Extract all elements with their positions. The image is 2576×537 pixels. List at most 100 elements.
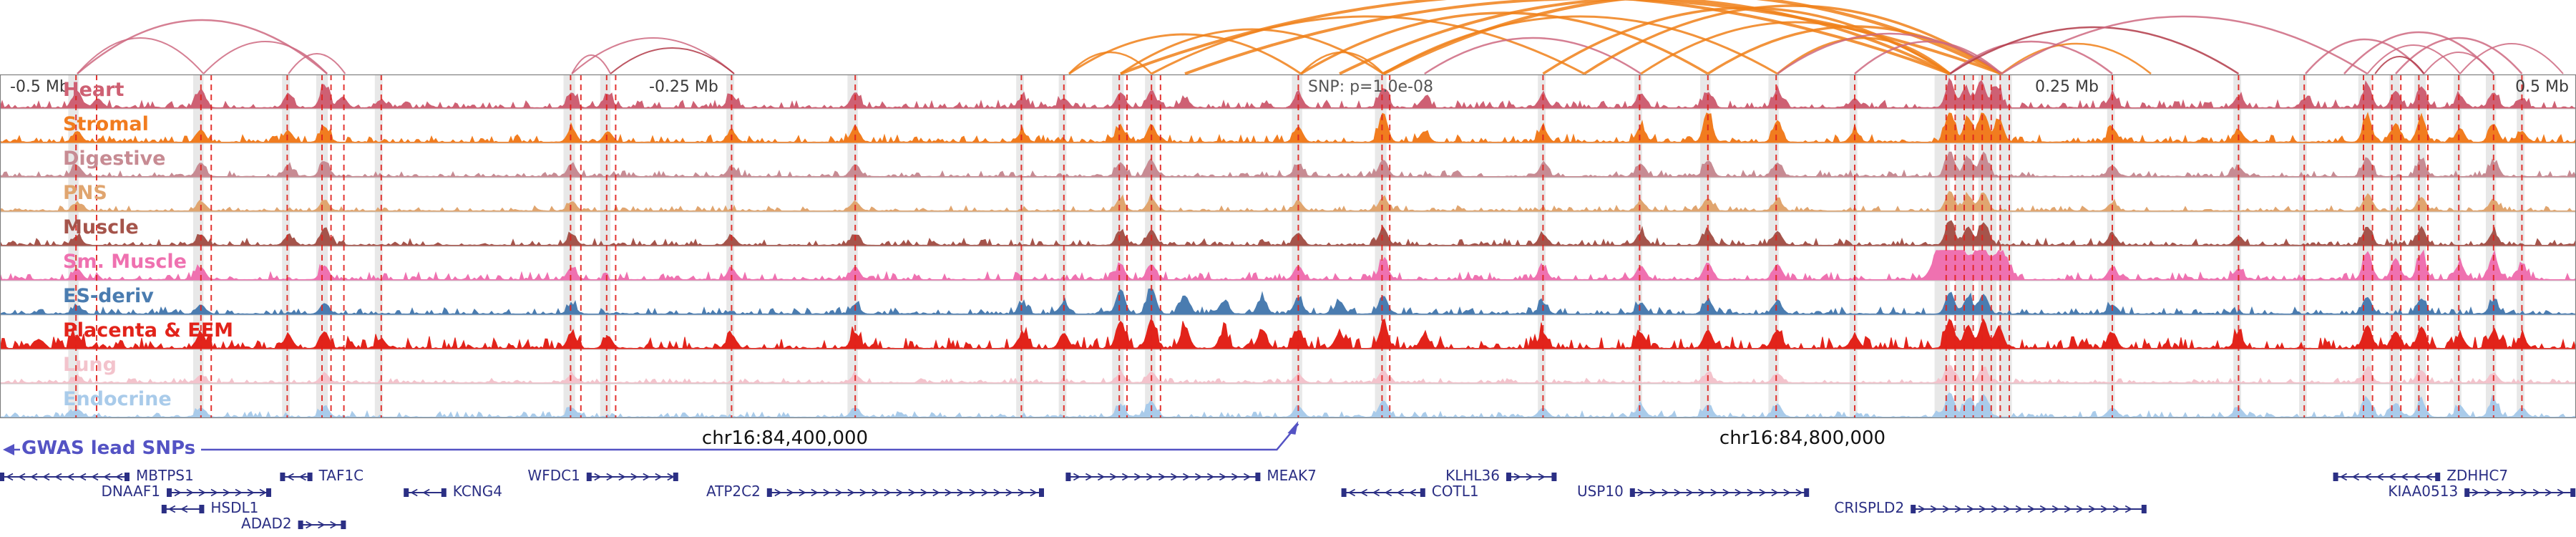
interaction-arc [1068, 33, 1302, 75]
gene [1629, 488, 1810, 497]
coord-label-plus-0-5mb: 0.5 Mb [2515, 78, 2569, 96]
gene-exon [1804, 488, 1810, 497]
interaction-arc [1300, 11, 1709, 75]
track-label-es-deriv: ES-deriv [63, 285, 154, 307]
gene-exon [404, 488, 409, 497]
interaction-arc [2459, 43, 2564, 74]
gene-exon [2141, 505, 2147, 513]
gene-exon [0, 473, 4, 481]
gene-strand-arrows [6, 473, 123, 481]
interaction-arc [1120, 0, 1951, 75]
gene-exon [266, 488, 271, 497]
gene-track [0, 473, 2576, 529]
interaction-arc [1949, 26, 2240, 75]
gene-strand-arrows [774, 488, 1038, 497]
gene-strand-arrows [2339, 473, 2433, 481]
gene-label: KLHL36 [1445, 467, 1500, 484]
interaction-arc [2305, 38, 2425, 74]
track-label-muscle: Muscle [63, 216, 139, 238]
gene-exon [307, 473, 313, 481]
gene-strand-arrows [1513, 473, 1546, 481]
gene-strand-arrows [306, 521, 338, 529]
gene-strand-arrows [286, 473, 306, 481]
gene [298, 521, 346, 529]
signal-muscle [0, 220, 2576, 246]
gwas-connector-line [10, 423, 1299, 451]
gene-strand-arrows [2472, 488, 2565, 497]
track-label-lung: Lung [63, 354, 117, 376]
interaction-arc [571, 54, 612, 74]
interaction-arc [1382, 15, 1778, 75]
track-label-digestive: Digestive [63, 147, 166, 170]
gene-exon [1039, 488, 1044, 497]
interaction-arc [1584, 4, 2003, 75]
gene-label: ADAD2 [241, 515, 292, 532]
gene-label: WFDC1 [527, 467, 580, 484]
gene-label: ZDHHC7 [2446, 467, 2509, 484]
gene-strand-arrows [1347, 488, 1417, 497]
interaction-arc [2001, 15, 2368, 75]
signal-digestive [0, 151, 2576, 178]
gene-exon [2435, 473, 2441, 481]
gene-exon [2333, 473, 2338, 481]
interaction-arc [2001, 42, 2152, 74]
gene-exon [125, 473, 130, 481]
gene [1911, 505, 2147, 513]
snp-dashed-lines [75, 74, 2523, 418]
track-label-sm-muscle: Sm. Muscle [63, 251, 187, 273]
track-label-pns: PNS [63, 182, 107, 204]
gene-exon [441, 488, 447, 497]
axis-label-chr16-84400000: chr16:84,400,000 [701, 427, 869, 449]
interaction-arc [1777, 37, 1951, 75]
track-separators [0, 108, 2576, 384]
track-label-placenta-eem: Placenta & EEM [63, 319, 234, 342]
gene [167, 488, 271, 497]
gwas-snp-arrow [1287, 421, 1299, 435]
interaction-arc [1640, 21, 1951, 75]
gene [2333, 473, 2441, 481]
gene-exon [341, 521, 346, 529]
interaction-arc [288, 53, 346, 74]
gene-label: CRISPLD2 [1834, 499, 1905, 516]
interaction-arc [1424, 37, 1641, 75]
gene [2464, 488, 2576, 497]
interaction-arc [2374, 56, 2425, 74]
gene-exon [161, 505, 167, 513]
gene-exon [1629, 488, 1635, 497]
interaction-arc [2366, 44, 2461, 74]
interaction-arc [77, 37, 205, 74]
interaction-arc [1949, 40, 2113, 74]
gwas-connector [3, 421, 1299, 455]
gene-strand-arrows [410, 488, 430, 497]
gene-strand-arrows [1918, 505, 2133, 513]
gene [766, 488, 1044, 497]
gene [1065, 473, 1261, 481]
interaction-arc [2423, 52, 2494, 74]
gene-strand-arrows [594, 473, 675, 481]
gene-label: TAF1C [318, 467, 364, 484]
interaction-arc [1777, 32, 2002, 75]
gene-exon [1551, 473, 1557, 481]
gene [1506, 473, 1557, 481]
gene-exon [1911, 505, 1916, 513]
gene-exon [199, 505, 205, 513]
gene [1341, 488, 1425, 497]
gene-label: MEAK7 [1267, 467, 1317, 484]
gene [404, 488, 447, 497]
gene-label: ATP2C2 [706, 483, 761, 500]
signal-endocrine [0, 392, 2576, 418]
track-label-stromal: Stromal [63, 113, 149, 135]
signal-pns [0, 190, 2576, 212]
gwas-lead-snps-label: GWAS lead SNPs [20, 438, 202, 459]
gene-strand-arrows [1637, 488, 1803, 497]
gene-label: KIAA0513 [2388, 483, 2459, 500]
gene-label: MBTPS1 [136, 467, 194, 484]
gene [280, 473, 313, 481]
gene-strand-arrows [174, 488, 267, 497]
gene-exon [167, 488, 172, 497]
gene [586, 473, 678, 481]
gene [0, 473, 130, 481]
gene-label: DNAAF1 [101, 483, 160, 500]
gene-strand-arrows [167, 505, 188, 513]
